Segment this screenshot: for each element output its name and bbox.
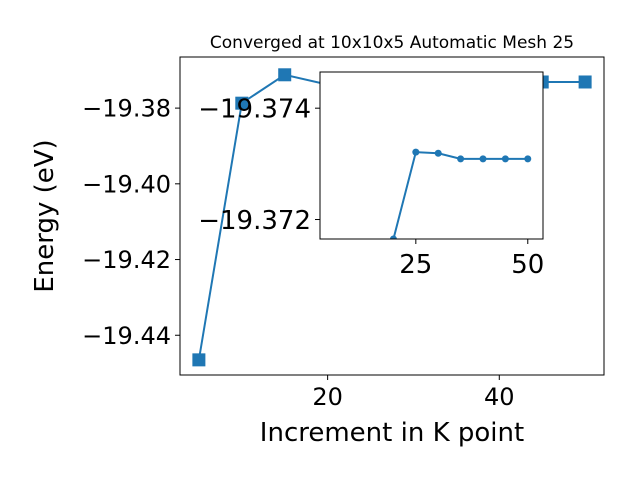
inset-y-tick-label: −19.372 bbox=[198, 206, 311, 236]
inset-data-point bbox=[434, 149, 442, 157]
y-axis-label: Energy (eV) bbox=[30, 139, 60, 292]
main-y-tick-label: −19.38 bbox=[82, 95, 171, 123]
main-x-tick-label: 40 bbox=[484, 383, 515, 411]
main-ticks: 20 40 −19.44 −19.42 −19.40 −19.38 bbox=[82, 95, 514, 411]
main-plot-frame bbox=[179, 56, 605, 376]
inset-data-point bbox=[389, 235, 397, 239]
inset-data-point bbox=[457, 155, 465, 163]
chart-title: Converged at 10x10x5 Automatic Mesh 25 bbox=[210, 33, 574, 53]
main-data-point bbox=[578, 75, 592, 89]
main-y-tick-label: −19.42 bbox=[82, 246, 171, 274]
main-data-point bbox=[235, 96, 249, 110]
inset-data-point bbox=[412, 148, 420, 156]
x-axis-label: Increment in K point bbox=[260, 418, 524, 448]
inset-x-tick-label: 25 bbox=[399, 250, 432, 280]
inset-series-line bbox=[392, 151, 528, 239]
inset-x-tick-label: 50 bbox=[511, 250, 544, 280]
main-x-tick-label: 20 bbox=[312, 383, 343, 411]
main-y-tick-label: −19.44 bbox=[82, 322, 171, 350]
inset-plot-frame bbox=[319, 71, 544, 240]
main-y-tick-label: −19.40 bbox=[82, 170, 171, 198]
main-data-point bbox=[278, 68, 292, 82]
inset-ticks: 25 50 −19.374 −19.372 bbox=[198, 95, 544, 280]
inset-data-point bbox=[479, 155, 487, 163]
main-data-point bbox=[192, 353, 206, 367]
inset-data-point bbox=[501, 155, 509, 163]
inset-y-tick-label: −19.374 bbox=[198, 95, 311, 125]
inset-series bbox=[389, 148, 532, 239]
inset-plot-area bbox=[320, 72, 543, 239]
inset-data-point bbox=[524, 155, 532, 163]
